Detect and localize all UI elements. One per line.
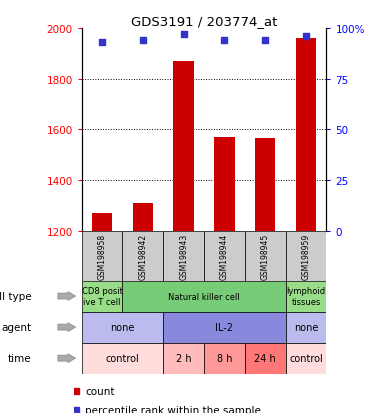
Bar xyxy=(163,231,204,281)
Bar xyxy=(286,231,326,281)
Point xyxy=(221,38,227,44)
Bar xyxy=(82,281,122,312)
Text: agent: agent xyxy=(1,322,32,332)
Point xyxy=(262,38,268,44)
Point xyxy=(303,34,309,40)
Bar xyxy=(245,343,286,374)
Point xyxy=(99,40,105,46)
Text: CD8 posit
ive T cell: CD8 posit ive T cell xyxy=(82,287,122,306)
Bar xyxy=(286,312,326,343)
Text: GSM198959: GSM198959 xyxy=(302,233,311,279)
Text: GSM198942: GSM198942 xyxy=(138,233,147,279)
Bar xyxy=(122,281,286,312)
FancyArrow shape xyxy=(58,292,76,301)
Text: 2 h: 2 h xyxy=(176,353,191,363)
Text: GSM198958: GSM198958 xyxy=(98,233,106,279)
Bar xyxy=(204,231,245,281)
Point xyxy=(140,38,146,44)
Bar xyxy=(82,231,122,281)
Text: time: time xyxy=(8,353,32,363)
FancyArrow shape xyxy=(58,354,76,363)
Bar xyxy=(204,343,245,374)
Bar xyxy=(286,281,326,312)
Text: IL-2: IL-2 xyxy=(216,322,233,332)
Text: control: control xyxy=(289,353,323,363)
Text: GSM198943: GSM198943 xyxy=(179,233,188,279)
Text: GSM198944: GSM198944 xyxy=(220,233,229,279)
Title: GDS3191 / 203774_at: GDS3191 / 203774_at xyxy=(131,15,277,28)
Bar xyxy=(245,231,286,281)
Bar xyxy=(255,139,276,231)
Bar xyxy=(214,138,235,231)
Text: count: count xyxy=(85,386,115,396)
Text: cell type: cell type xyxy=(0,291,32,301)
Text: lymphoid
tissues: lymphoid tissues xyxy=(286,287,326,306)
Bar xyxy=(82,343,163,374)
Bar xyxy=(92,214,112,231)
Bar xyxy=(163,343,204,374)
Text: Natural killer cell: Natural killer cell xyxy=(168,292,240,301)
Bar xyxy=(296,39,316,231)
Bar xyxy=(174,62,194,231)
FancyArrow shape xyxy=(58,323,76,332)
Text: none: none xyxy=(110,322,135,332)
Bar xyxy=(82,312,163,343)
Text: percentile rank within the sample: percentile rank within the sample xyxy=(85,405,261,413)
Text: 24 h: 24 h xyxy=(255,353,276,363)
Bar xyxy=(122,231,163,281)
Bar xyxy=(163,312,286,343)
Text: GSM198945: GSM198945 xyxy=(261,233,270,279)
Text: none: none xyxy=(294,322,318,332)
Bar xyxy=(133,204,153,231)
Bar xyxy=(286,343,326,374)
Text: control: control xyxy=(106,353,139,363)
Point xyxy=(181,32,187,38)
Text: 8 h: 8 h xyxy=(217,353,232,363)
